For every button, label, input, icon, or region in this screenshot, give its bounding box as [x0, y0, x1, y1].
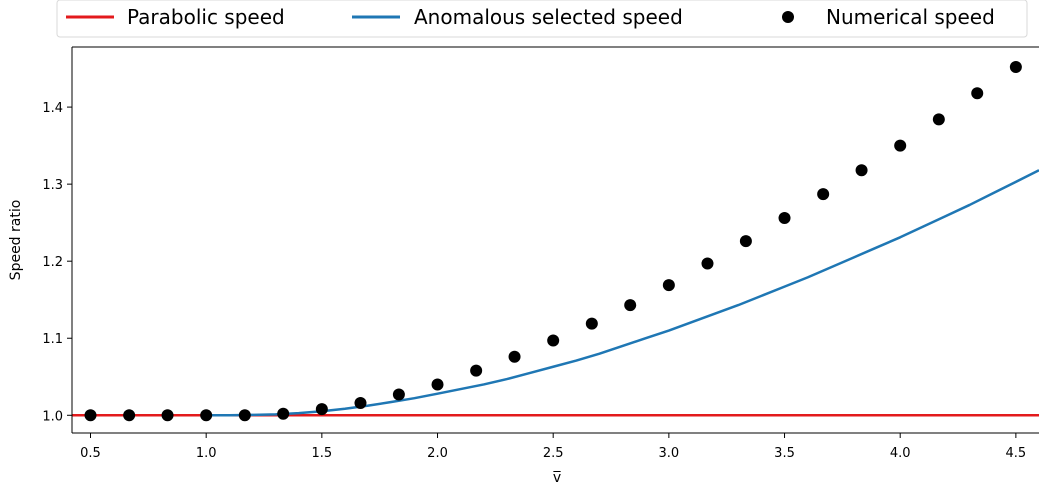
- x-tick-label: 3.0: [659, 446, 680, 461]
- legend-label-anomalous: Anomalous selected speed: [414, 5, 683, 29]
- y-tick-label: 1.1: [42, 332, 63, 347]
- data-point-numerical-speed: [971, 87, 984, 100]
- data-point-numerical-speed: [238, 409, 251, 422]
- data-point-numerical-speed: [585, 317, 598, 330]
- data-point-numerical-speed: [932, 113, 945, 126]
- x-tick-label: 1.0: [196, 446, 217, 461]
- data-point-numerical-speed: [392, 388, 405, 401]
- data-point-numerical-speed: [894, 139, 907, 152]
- x-tick-label: 2.0: [427, 446, 448, 461]
- data-point-numerical-speed: [470, 364, 483, 377]
- y-axis-label: Speed ratio: [8, 200, 24, 281]
- data-point-numerical-speed: [817, 188, 830, 201]
- x-tick-label: 4.5: [1006, 446, 1027, 461]
- y-tick-label: 1.2: [42, 255, 63, 270]
- data-point-numerical-speed: [508, 350, 521, 363]
- legend-frame: [56, 0, 1028, 38]
- series-line-anomalous-selected-speed: [206, 169, 1039, 417]
- axes: [71, 46, 1039, 434]
- y-tick-label: 1.0: [42, 409, 63, 424]
- data-point-numerical-speed: [161, 409, 174, 422]
- x-axis-label: v̅: [552, 470, 561, 486]
- data-point-numerical-speed: [624, 299, 637, 312]
- x-tick-label: 0.5: [80, 446, 101, 461]
- y-ticks: 1.0 1.1 1.2 1.3 1.4: [42, 101, 72, 424]
- data-point-numerical-speed: [778, 212, 791, 225]
- data-point-numerical-speed: [84, 409, 97, 422]
- plot-lines: [72, 169, 1039, 417]
- y-tick-label: 1.4: [42, 101, 63, 116]
- legend-label-parabolic: Parabolic speed: [127, 5, 285, 29]
- x-tick-label: 2.5: [543, 446, 564, 461]
- data-point-numerical-speed: [701, 257, 714, 270]
- x-tick-label: 3.5: [774, 446, 795, 461]
- legend-label-numerical: Numerical speed: [826, 5, 995, 29]
- data-point-numerical-speed: [855, 164, 868, 177]
- plot-points: [84, 61, 1022, 422]
- data-point-numerical-speed: [123, 409, 136, 422]
- data-point-numerical-speed: [315, 403, 328, 416]
- data-point-numerical-speed: [431, 378, 444, 391]
- data-point-numerical-speed: [200, 409, 213, 422]
- legend: Parabolic speed Anomalous selected speed…: [56, 0, 1028, 38]
- legend-swatch-numerical: [782, 11, 794, 23]
- data-point-numerical-speed: [547, 334, 560, 347]
- y-tick-label: 1.3: [42, 178, 63, 193]
- x-tick-label: 4.0: [890, 446, 911, 461]
- data-point-numerical-speed: [277, 407, 290, 420]
- data-point-numerical-speed: [1009, 61, 1022, 74]
- data-point-numerical-speed: [662, 279, 675, 292]
- x-tick-label: 1.5: [312, 446, 333, 461]
- x-ticks: 0.5 1.0 1.5 2.0 2.5 3.0 3.5 4.0 4.5: [80, 433, 1026, 461]
- data-point-numerical-speed: [354, 396, 367, 409]
- data-point-numerical-speed: [739, 235, 752, 248]
